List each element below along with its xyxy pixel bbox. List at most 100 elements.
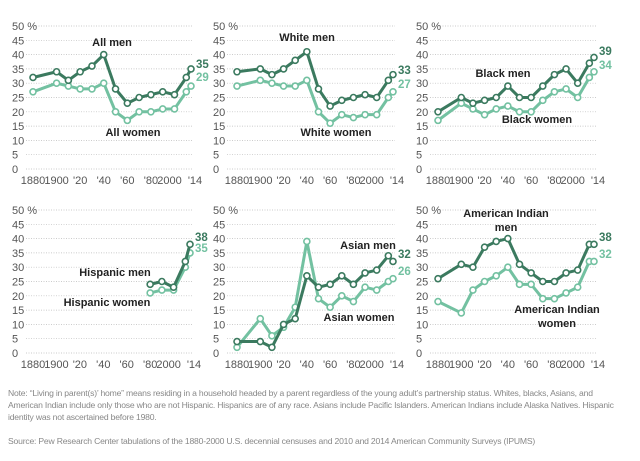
data-point (504, 102, 512, 110)
data-point (384, 251, 393, 260)
data-point (52, 67, 61, 76)
data-point (457, 93, 466, 102)
x-tick-label: 2000 (560, 359, 584, 371)
data-point (181, 257, 190, 266)
x-tick-label: '60 (524, 359, 538, 371)
y-tick-label: 45 (213, 219, 225, 231)
data-point (52, 79, 61, 87)
y-tick-label: 25 (12, 93, 24, 105)
data-point (573, 283, 582, 292)
data-point (337, 271, 346, 280)
x-tick-label: '40 (300, 175, 314, 187)
x-tick-label: '14 (591, 175, 605, 187)
x-tick-label: 2000 (359, 359, 383, 371)
y-tick-label: 40 (416, 234, 428, 246)
x-tick-label: '80 (547, 175, 561, 187)
y-tick-label: 5 (12, 150, 18, 162)
x-tick-label: 1880 (21, 359, 45, 371)
data-point (504, 234, 512, 243)
x-tick-label: 1900 (248, 359, 272, 371)
x-tick-label: '14 (187, 359, 201, 371)
x-tick-label: 1900 (44, 175, 68, 187)
data-point (314, 85, 323, 93)
data-point (562, 269, 570, 277)
y-tick-label: 35 (12, 64, 24, 76)
data-point (291, 82, 300, 90)
data-point (123, 99, 132, 108)
x-tick-label: '14 (390, 175, 404, 187)
data-point (389, 70, 397, 79)
x-tick-label: 1900 (44, 359, 68, 371)
data-point (326, 280, 334, 289)
end-value-label: 32 (599, 249, 612, 261)
x-tick-label: '40 (300, 359, 314, 371)
data-point (303, 271, 311, 280)
data-point (349, 93, 358, 102)
data-point (590, 53, 598, 62)
data-point (550, 70, 559, 79)
data-point (158, 286, 166, 294)
y-tick-label: 30 (213, 262, 225, 274)
y-tick-label: 50 % (416, 21, 441, 33)
y-tick-label: 40 (12, 50, 24, 62)
data-point (314, 108, 323, 116)
y-tick-label: 45 (12, 35, 24, 47)
x-tick-label: '60 (120, 175, 134, 187)
x-tick-label: 1880 (225, 175, 249, 187)
data-point (538, 294, 547, 303)
y-tick-label: 40 (213, 50, 225, 62)
data-point (326, 119, 334, 128)
x-tick-label: '80 (346, 175, 360, 187)
data-point (111, 85, 120, 93)
data-point (527, 269, 535, 277)
data-point (123, 116, 132, 125)
data-point (64, 76, 73, 85)
series-label: Asian men (340, 240, 396, 252)
data-point (326, 303, 334, 312)
series-label: American Indian (463, 208, 549, 220)
data-point (492, 93, 501, 102)
series-label: men (495, 222, 518, 234)
data-point (256, 337, 265, 346)
y-tick-label: 40 (12, 234, 24, 246)
data-point (480, 110, 489, 119)
end-value-label: 29 (196, 72, 209, 84)
data-point (573, 79, 582, 87)
data-point (88, 85, 96, 93)
y-tick-label: 30 (12, 262, 24, 274)
data-point (434, 297, 442, 306)
data-point (314, 294, 323, 303)
x-tick-label: '14 (591, 359, 605, 371)
series-label: Black women (502, 114, 573, 126)
data-point (88, 62, 96, 70)
y-tick-label: 30 (12, 78, 24, 90)
end-value-label: 27 (398, 79, 411, 91)
data-point (389, 87, 397, 96)
data-point (562, 65, 570, 73)
x-tick-label: '14 (390, 359, 404, 371)
y-tick-label: 0 (12, 164, 18, 176)
data-point (492, 237, 501, 246)
y-tick-label: 40 (416, 50, 428, 62)
data-point (29, 87, 37, 96)
y-tick-label: 50 % (213, 21, 238, 33)
data-point (268, 70, 276, 79)
x-tick-label: '20 (73, 175, 87, 187)
y-tick-label: 0 (213, 348, 219, 360)
data-point (169, 283, 178, 292)
y-tick-label: 5 (213, 150, 219, 162)
data-point (515, 260, 524, 269)
data-point (590, 240, 598, 249)
data-point (303, 76, 311, 85)
x-tick-label: '20 (73, 359, 87, 371)
data-point (585, 73, 594, 82)
y-tick-label: 20 (213, 291, 225, 303)
data-point (146, 280, 154, 289)
data-point (135, 93, 143, 102)
data-point (504, 82, 512, 90)
y-tick-label: 25 (416, 93, 428, 105)
y-tick-label: 0 (12, 348, 18, 360)
chart-note: Note: “Living in parent(s)’ home” means … (8, 388, 614, 422)
data-point (480, 277, 489, 286)
